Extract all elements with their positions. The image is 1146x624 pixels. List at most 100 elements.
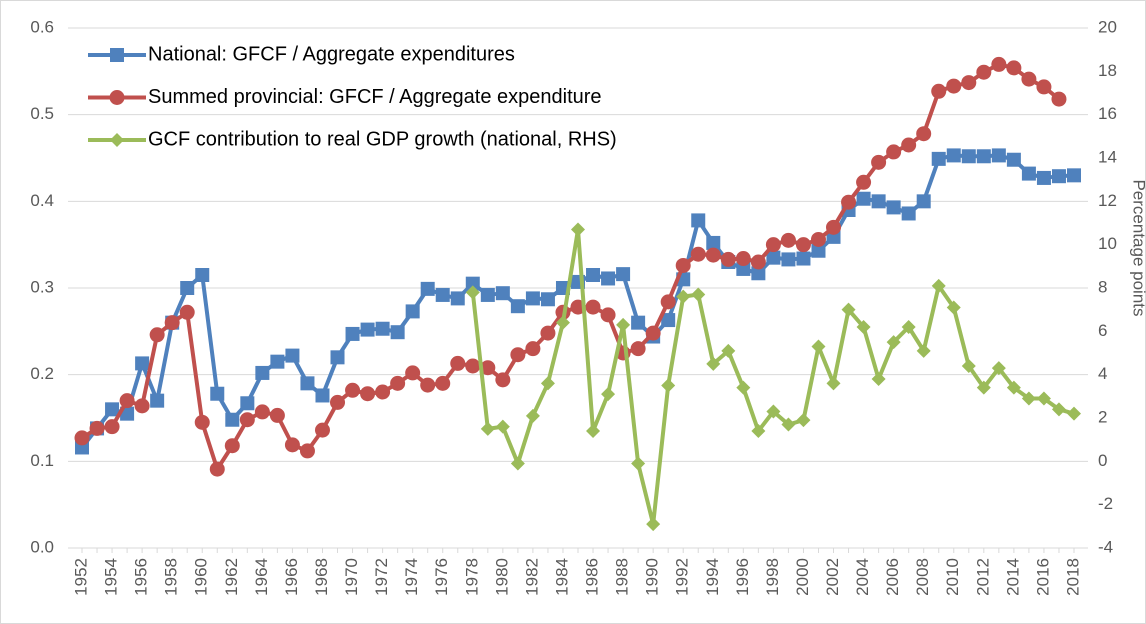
- marker: [345, 326, 360, 341]
- x-tick-label: 1984: [552, 558, 571, 596]
- marker: [119, 393, 135, 409]
- marker: [224, 438, 240, 454]
- marker: [796, 251, 811, 266]
- marker: [886, 335, 901, 350]
- x-tick-label: 2008: [913, 558, 932, 596]
- marker: [901, 206, 916, 221]
- y-tick-label: 0.6: [30, 17, 54, 36]
- marker: [150, 393, 165, 408]
- marker: [555, 315, 570, 330]
- marker: [254, 404, 270, 420]
- marker: [239, 412, 255, 428]
- marker: [1051, 169, 1066, 184]
- marker: [210, 386, 225, 401]
- marker: [916, 194, 931, 209]
- marker: [465, 285, 480, 300]
- marker: [571, 222, 585, 237]
- marker: [465, 358, 481, 374]
- marker: [149, 327, 165, 343]
- x-tick-label: 1986: [583, 558, 602, 596]
- marker: [1036, 79, 1052, 95]
- marker: [616, 317, 631, 332]
- marker: [74, 430, 90, 446]
- marker: [931, 151, 946, 166]
- x-tick-label: 2010: [943, 558, 962, 596]
- marker: [360, 322, 375, 337]
- y-tick-label: 0.4: [30, 191, 54, 210]
- marker: [420, 281, 435, 296]
- marker: [736, 261, 751, 276]
- marker: [811, 243, 826, 258]
- y-tick-label: 0.2: [30, 364, 54, 383]
- marker: [1036, 391, 1051, 406]
- marker: [225, 412, 240, 427]
- x-tick-label: 1978: [462, 558, 481, 596]
- marker: [510, 347, 526, 363]
- marker: [300, 376, 315, 391]
- y2-tick-label: 8: [1098, 277, 1107, 296]
- marker: [826, 219, 842, 235]
- marker: [285, 348, 300, 363]
- marker: [435, 287, 450, 302]
- y2-tick-label: 16: [1098, 104, 1117, 123]
- x-tick-label: 1956: [132, 558, 151, 596]
- marker: [194, 414, 210, 430]
- x-tick-label: 1996: [733, 558, 752, 596]
- marker: [630, 341, 646, 357]
- legend-label: National: GFCF / Aggregate expenditures: [148, 43, 515, 65]
- marker: [781, 252, 796, 267]
- marker: [299, 443, 315, 459]
- marker: [179, 304, 195, 320]
- marker: [735, 251, 751, 267]
- marker: [450, 355, 466, 371]
- marker: [721, 343, 736, 358]
- marker: [751, 424, 766, 438]
- marker: [1006, 60, 1022, 76]
- marker: [856, 320, 871, 334]
- marker: [795, 237, 811, 253]
- marker: [841, 194, 857, 210]
- x-tick-label: 2014: [1003, 558, 1022, 596]
- marker: [420, 377, 436, 393]
- marker: [1036, 170, 1051, 185]
- y-tick-label: 0.5: [30, 104, 54, 123]
- y-tick-label: 0.3: [30, 277, 54, 296]
- marker: [991, 56, 1007, 72]
- marker: [525, 408, 540, 423]
- marker: [991, 361, 1006, 376]
- marker: [856, 174, 872, 190]
- x-tick-label: 2004: [853, 558, 872, 596]
- marker: [946, 300, 961, 315]
- marker: [405, 365, 421, 381]
- marker: [631, 456, 646, 471]
- marker: [916, 343, 931, 358]
- marker: [856, 191, 871, 206]
- marker: [510, 299, 525, 314]
- marker: [330, 350, 345, 365]
- marker: [886, 200, 901, 215]
- marker: [390, 325, 405, 340]
- x-tick-label: 1958: [162, 558, 181, 596]
- marker: [601, 271, 616, 286]
- x-tick-label: 1982: [522, 558, 541, 596]
- marker: [435, 375, 451, 391]
- marker: [450, 291, 465, 306]
- y2-tick-label: 18: [1098, 61, 1117, 80]
- marker: [736, 380, 751, 395]
- x-tick-label: 2002: [823, 558, 842, 596]
- marker: [750, 254, 766, 270]
- marker: [961, 75, 977, 91]
- marker: [104, 419, 120, 435]
- marker: [691, 287, 706, 302]
- x-tick-label: 1954: [102, 558, 121, 596]
- x-tick-label: 1962: [222, 558, 241, 596]
- y2-tick-label: -2: [1098, 494, 1113, 513]
- x-tick-label: 1972: [372, 558, 391, 596]
- marker: [916, 126, 932, 142]
- y2-tick-label: 10: [1098, 234, 1117, 253]
- marker: [1067, 168, 1081, 183]
- x-tick-label: 2018: [1063, 558, 1082, 596]
- marker: [1021, 391, 1036, 406]
- marker: [315, 388, 330, 403]
- x-tick-label: 2012: [973, 558, 992, 596]
